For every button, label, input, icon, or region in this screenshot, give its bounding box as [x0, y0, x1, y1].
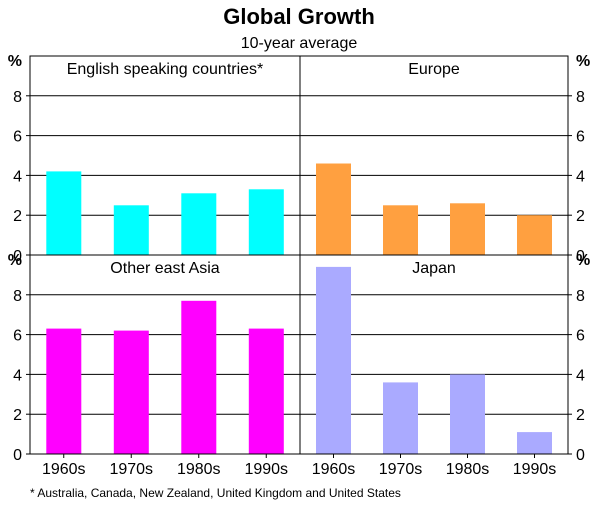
- y-tick-label: 8: [13, 288, 22, 305]
- y-tick-label: 4: [576, 168, 585, 185]
- y-unit-label: %: [576, 53, 590, 70]
- y-unit-label: %: [8, 252, 22, 269]
- y-tick-label: 0: [13, 248, 22, 265]
- plot-area: English speaking countries* Europe Other e…: [8, 53, 590, 478]
- y-tick-label: 0: [576, 248, 585, 265]
- panel-title: Other east Asia: [110, 260, 219, 277]
- y-tick-label: 6: [13, 129, 22, 146]
- chart-subtitle: 10-year average: [241, 35, 358, 52]
- y-tick-label: 4: [13, 168, 22, 185]
- bar: [113, 330, 149, 454]
- y-tick-label: 6: [13, 328, 22, 345]
- y-tick-label: 6: [576, 328, 585, 345]
- y-tick-label: 0: [576, 447, 585, 464]
- y-tick-label: 8: [576, 288, 585, 305]
- bar: [316, 163, 351, 255]
- bar: [316, 266, 351, 454]
- x-tick-label: 1990s: [513, 461, 557, 478]
- x-tick-label: 1970s: [109, 461, 153, 478]
- bar: [383, 382, 418, 454]
- y-tick-label: 4: [13, 367, 22, 384]
- y-tick-label: 4: [576, 367, 585, 384]
- bar: [383, 205, 418, 256]
- x-tick-label: 1980s: [177, 461, 221, 478]
- bar: [517, 432, 552, 454]
- x-tick-label: 1960s: [42, 461, 86, 478]
- y-tick-label: 8: [576, 89, 585, 106]
- x-tick-label: 1980s: [446, 461, 490, 478]
- panel-title: English speaking countries*: [67, 61, 264, 78]
- bar: [517, 215, 552, 255]
- x-tick-label: 1990s: [244, 461, 288, 478]
- bar: [113, 205, 149, 256]
- bar: [450, 374, 485, 454]
- footnote: * Australia, Canada, New Zealand, United…: [30, 486, 401, 500]
- panel-title: Europe: [408, 61, 460, 78]
- chart-title: Global Growth: [223, 4, 375, 29]
- y-tick-label: 2: [13, 208, 22, 225]
- bar: [46, 328, 82, 454]
- y-unit-label: %: [576, 252, 590, 269]
- x-tick-label: 1970s: [379, 461, 423, 478]
- bar: [248, 328, 284, 454]
- panel-title: Japan: [412, 260, 456, 277]
- y-tick-label: 8: [13, 89, 22, 106]
- y-tick-label: 2: [576, 407, 585, 424]
- y-tick-label: 6: [576, 129, 585, 146]
- bar: [46, 171, 82, 255]
- y-tick-label: 0: [13, 447, 22, 464]
- bar: [181, 193, 217, 255]
- y-unit-label: %: [8, 53, 22, 70]
- bar: [450, 203, 485, 255]
- y-tick-label: 2: [576, 208, 585, 225]
- bar: [248, 189, 284, 255]
- y-tick-label: 2: [13, 407, 22, 424]
- bar: [181, 300, 217, 454]
- x-tick-label: 1960s: [312, 461, 356, 478]
